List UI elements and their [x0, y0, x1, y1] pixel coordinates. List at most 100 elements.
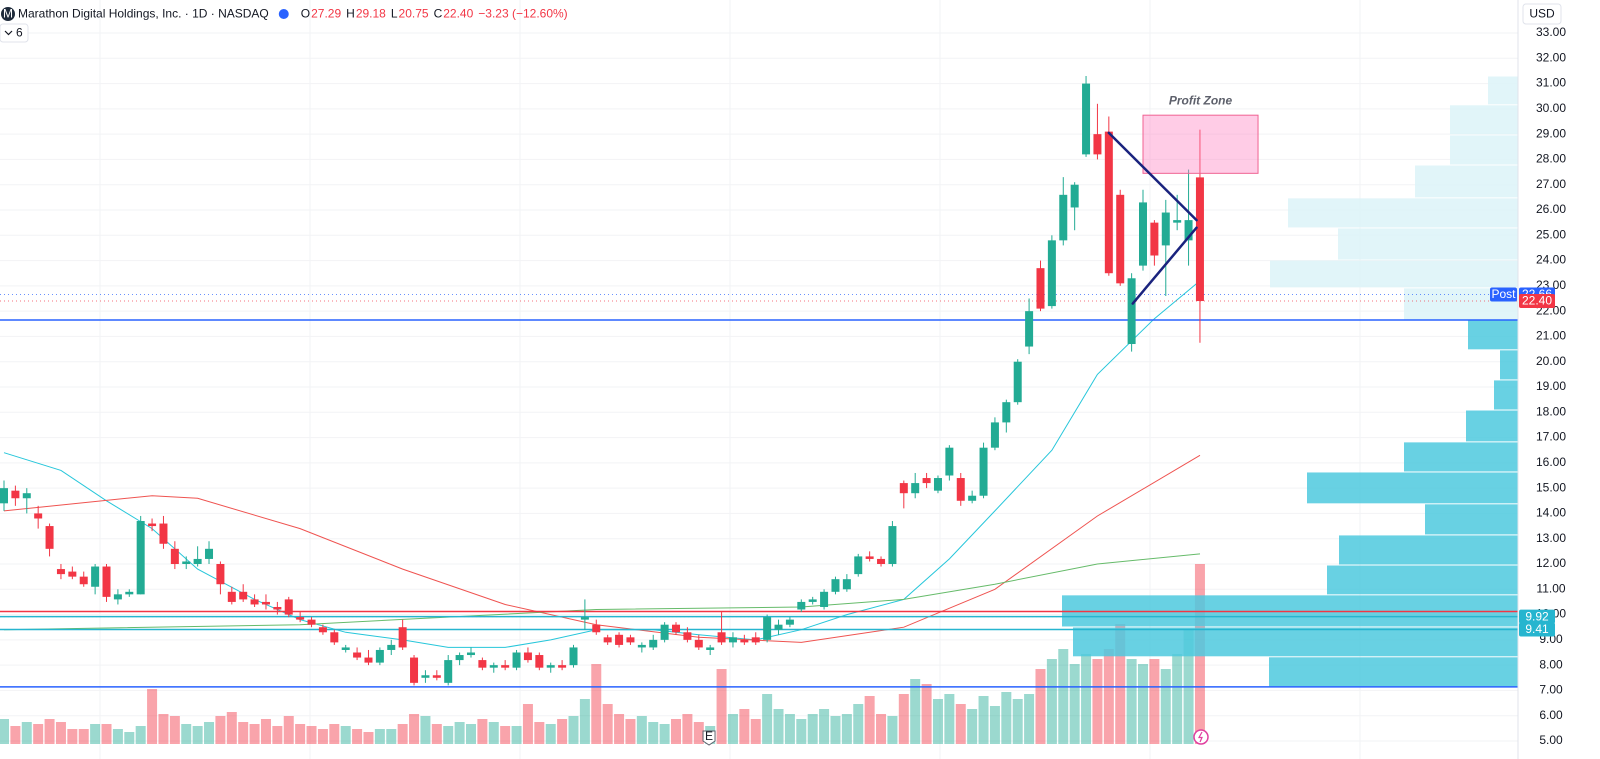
- volume-bar: [374, 729, 385, 744]
- earnings-label[interactable]: E: [705, 729, 713, 743]
- volume-bar: [591, 664, 602, 744]
- candle-body: [979, 447, 988, 496]
- volume-bar: [283, 716, 294, 744]
- volume-bar: [67, 729, 78, 744]
- candle-body: [353, 652, 362, 658]
- volume-bar: [272, 726, 283, 744]
- candle-body: [683, 632, 692, 640]
- volume-bar: [1081, 654, 1092, 744]
- candle-body: [45, 526, 54, 549]
- volume-bar: [55, 722, 66, 744]
- candle-body: [694, 639, 703, 648]
- candle-body: [854, 556, 863, 575]
- volume-bar: [625, 719, 636, 744]
- profile-layer: [1062, 76, 1518, 687]
- volume-bar: [807, 714, 818, 744]
- candle-body: [569, 647, 578, 666]
- indicator-toggle[interactable]: [0, 23, 29, 43]
- annotation-layer: Profit Zone E: [702, 93, 1259, 746]
- volume-bar: [10, 726, 21, 744]
- candle-body: [637, 644, 646, 648]
- volume-bar: [158, 714, 169, 744]
- volume-bar: [363, 732, 374, 744]
- candle-body: [136, 521, 145, 595]
- candle-body: [79, 576, 88, 585]
- volume-bar: [796, 719, 807, 744]
- volume-bar: [557, 719, 568, 744]
- ohlc-key: L: [391, 7, 398, 21]
- candle-body: [592, 624, 601, 633]
- volume-bar: [124, 732, 135, 744]
- volume-bar: [169, 716, 180, 744]
- earnings-badge: [702, 730, 716, 746]
- profile-bar: [1488, 76, 1518, 105]
- candle-body: [91, 566, 100, 587]
- volume-bar: [659, 724, 670, 744]
- candle-body: [990, 422, 999, 448]
- volume-bar: [1035, 669, 1046, 744]
- volume-bar: [112, 729, 123, 744]
- candle-body: [113, 594, 122, 600]
- profile-bar: [1327, 565, 1518, 595]
- profit-zone: [1142, 114, 1259, 174]
- candle-body: [763, 617, 772, 640]
- y-tick-label: 17.00: [1536, 430, 1566, 444]
- candle-body: [535, 655, 544, 668]
- volume-bar: [727, 714, 738, 744]
- candle-body: [364, 657, 373, 663]
- candle-body: [1036, 268, 1045, 309]
- price-tag: Post: [1491, 287, 1516, 301]
- volume-bar: [602, 704, 613, 744]
- volume-bar: [1001, 692, 1012, 744]
- indicator-count[interactable]: 6: [16, 26, 23, 40]
- trendline: [1131, 226, 1198, 305]
- y-tick-label: 27.00: [1536, 177, 1566, 191]
- candle-body: [1013, 361, 1022, 403]
- price-label-box: [1519, 609, 1555, 624]
- price-label: 22.40: [1522, 294, 1552, 308]
- currency[interactable]: USD: [1529, 7, 1555, 21]
- price-label-box: [1519, 294, 1555, 309]
- lines-layer: [0, 280, 1518, 688]
- volume-bar: [1126, 659, 1137, 744]
- candle-body: [1047, 240, 1056, 307]
- candle-body: [1195, 177, 1204, 302]
- volume-bar: [192, 726, 203, 744]
- candle-body: [1002, 402, 1011, 423]
- volume-bar: [955, 704, 966, 744]
- volume-bar: [101, 724, 112, 744]
- volume-bar: [454, 722, 465, 744]
- volume-bar: [1115, 624, 1126, 744]
- y-tick-label: 32.00: [1536, 50, 1566, 64]
- candle-body: [512, 652, 521, 668]
- y-tick-label: 33.00: [1536, 25, 1566, 39]
- candle-body: [22, 493, 31, 499]
- candle-body: [785, 619, 794, 625]
- volume-bar: [1172, 654, 1183, 744]
- profile-bar: [1288, 198, 1518, 228]
- candle-body: [205, 548, 214, 559]
- candle-body: [307, 619, 316, 625]
- candle-body: [273, 606, 282, 610]
- volume-bar: [500, 726, 511, 744]
- candle-body: [945, 447, 954, 476]
- volume-bar: [887, 716, 898, 744]
- candle-layer: [0, 75, 1204, 686]
- currency-box[interactable]: [1522, 3, 1562, 25]
- profile-bar: [1494, 380, 1518, 410]
- volume-bar: [443, 726, 454, 744]
- volume-bar: [864, 696, 875, 744]
- symbol-title[interactable]: Marathon Digital Holdings, Inc. · 1D · N…: [18, 7, 269, 21]
- volume-bar: [215, 716, 226, 744]
- candle-body: [1082, 83, 1091, 155]
- candle-body: [956, 478, 965, 501]
- candle-body: [11, 490, 20, 499]
- moving-average: [3, 553, 1201, 631]
- candle-body: [808, 599, 817, 602]
- profile-bar: [1269, 657, 1518, 687]
- candle-body: [341, 647, 350, 650]
- candle-body: [227, 591, 236, 602]
- volume-bar: [1160, 669, 1171, 744]
- candle-body: [922, 478, 931, 484]
- profile-bar: [1339, 535, 1518, 565]
